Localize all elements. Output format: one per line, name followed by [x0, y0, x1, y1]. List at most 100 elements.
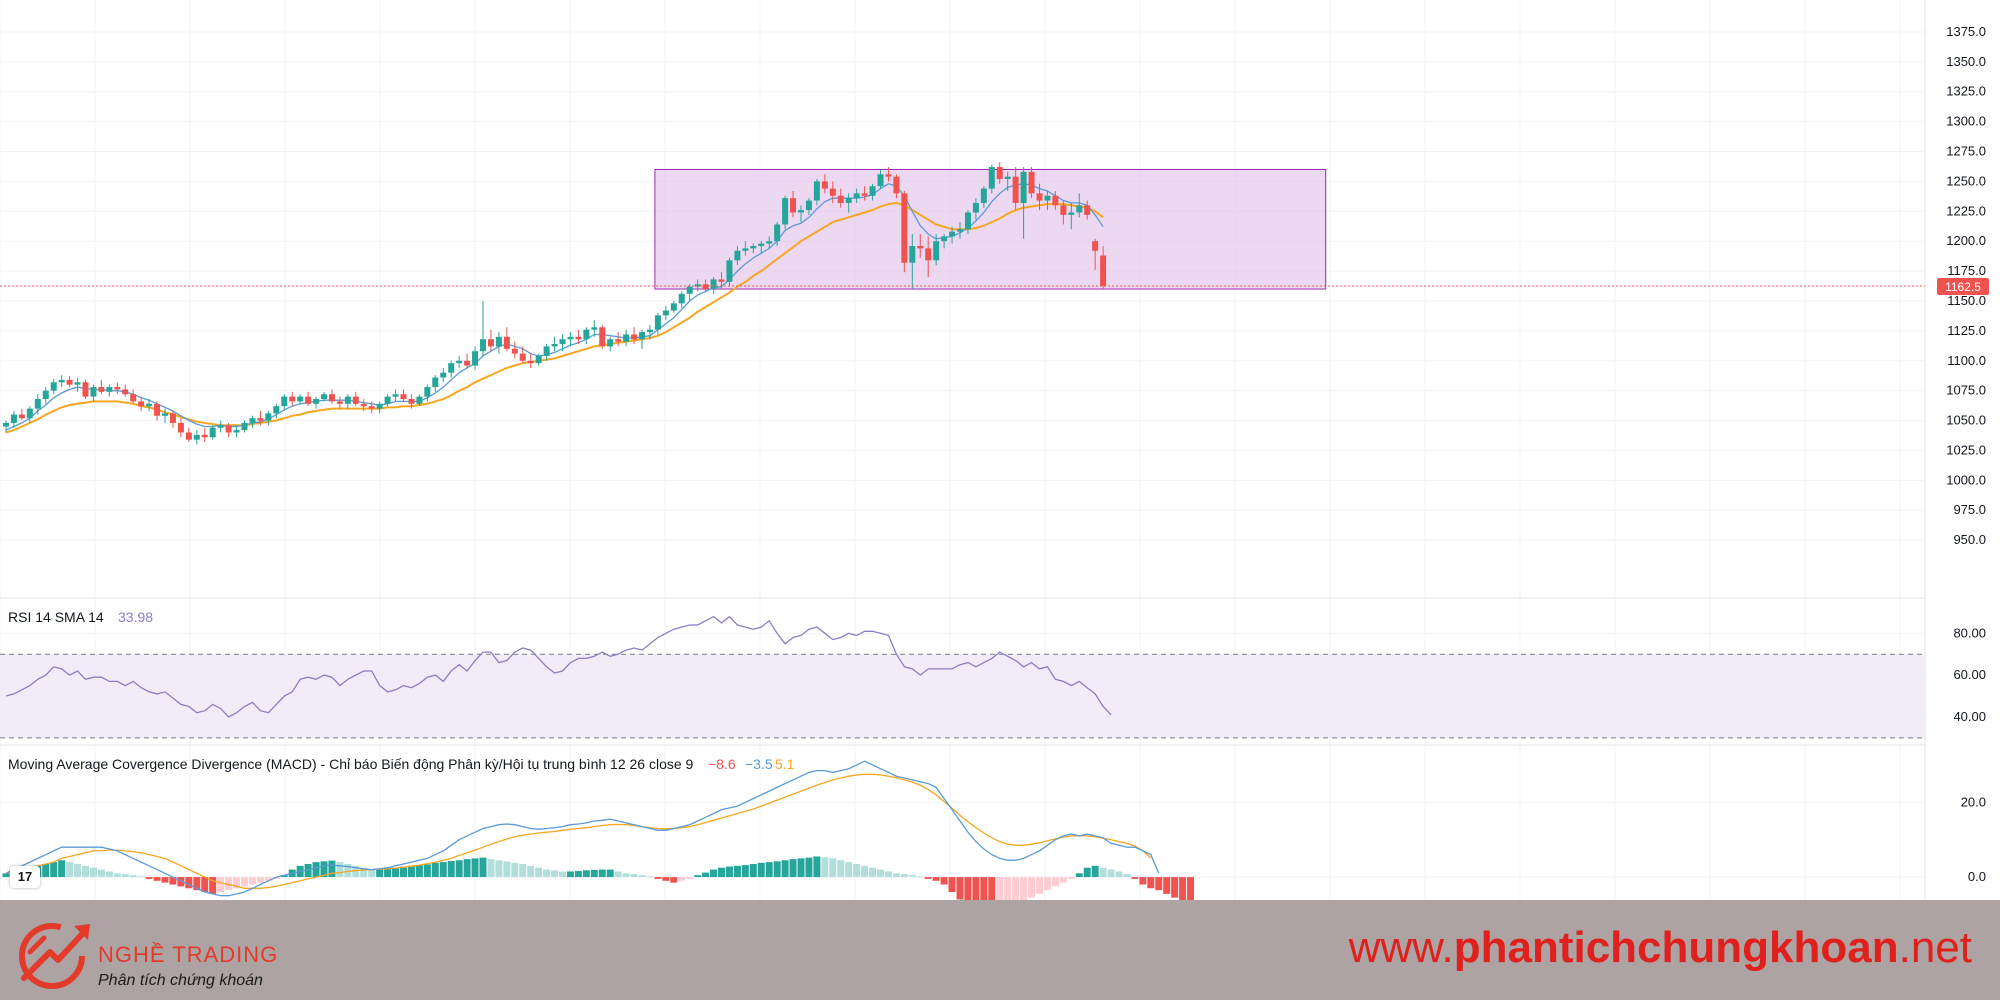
candle-body [448, 363, 455, 373]
macd-histogram-bar [384, 868, 392, 878]
brand-tagline: Phân tích chứng khoán [98, 972, 263, 989]
macd-histogram-bar [82, 865, 89, 878]
macd-histogram-bar [614, 871, 622, 878]
price-pane[interactable] [0, 162, 1925, 445]
candle-body [837, 195, 844, 203]
candle-body [845, 198, 852, 203]
candle-body [742, 248, 749, 251]
macd-histogram-bar [527, 865, 535, 878]
candle-body [607, 339, 614, 347]
candle [543, 344, 550, 361]
candle [1076, 193, 1083, 218]
candle-body [249, 418, 256, 423]
fast-ma-line [5, 183, 1104, 431]
candle [678, 291, 685, 309]
candle [607, 336, 614, 352]
candle-body [233, 430, 240, 433]
candle [90, 384, 97, 402]
price-tick-label: 1000.0 [1946, 472, 1986, 487]
macd-histogram-bar [1115, 871, 1123, 878]
candle [169, 410, 176, 428]
candle [662, 305, 669, 321]
candle-body [1060, 205, 1067, 215]
macd-histogram-bar [892, 873, 900, 878]
slow-ma-line [5, 201, 1104, 434]
price-tick-label: 1175.0 [1947, 263, 1986, 278]
candle [185, 427, 192, 443]
macd-histogram-bar [964, 877, 972, 900]
candle [845, 193, 852, 213]
candle [503, 327, 510, 352]
macd-histogram-bar [344, 863, 352, 878]
rsi-pane[interactable] [0, 615, 1925, 739]
candle [1044, 190, 1051, 211]
candle [408, 394, 415, 409]
macd-histogram-bar [749, 863, 757, 878]
chart-grid [0, 0, 1926, 900]
candle [464, 353, 471, 368]
macd-histogram-bar [1179, 877, 1187, 900]
price-tick-label: 1100.0 [1947, 353, 1986, 368]
candle-body [615, 339, 622, 342]
candle [957, 222, 963, 239]
candle [440, 367, 447, 383]
macd-histogram-bar [97, 869, 105, 878]
price-range-box [654, 168, 1327, 290]
trading-chart[interactable]: 1375.0 1350.0 1325.0 1300.0 1275.0 1250.0 1225… [0, 0, 2000, 900]
candle-body [639, 332, 645, 340]
candle-body [527, 360, 534, 364]
candle [877, 169, 884, 189]
candle [742, 241, 749, 256]
candle [225, 422, 232, 438]
macd-histogram-bar [217, 877, 225, 892]
macd-pane[interactable] [2, 760, 1195, 900]
candle-body [885, 174, 892, 177]
candle [58, 375, 65, 388]
candle [909, 234, 916, 290]
macd-histogram-bar [1028, 877, 1036, 898]
macd-histogram-bar [916, 876, 924, 878]
candle-body [114, 387, 121, 390]
rsi-tick-label: 40.00 [1953, 709, 1986, 724]
candle-body [726, 260, 733, 282]
website-url[interactable]: www.phantichchungkhoan.net [1349, 923, 1972, 973]
candle-body [225, 425, 232, 433]
candle [527, 353, 534, 368]
macd-histogram-bar [121, 874, 129, 878]
candle-body [758, 243, 765, 246]
candle [623, 329, 630, 347]
macd-histogram-bar [177, 877, 185, 887]
macd-histogram-bar [725, 866, 733, 878]
tradingview-logo[interactable]: 17 [10, 866, 40, 888]
candle-body [941, 236, 948, 242]
macd-histogram-bar [1067, 877, 1075, 879]
candle [1100, 245, 1107, 290]
candle-body [813, 181, 820, 201]
candle [50, 378, 57, 395]
candle [925, 236, 932, 278]
candle-body [774, 224, 781, 242]
candle [980, 186, 987, 208]
candle-body [58, 379, 65, 383]
candle [805, 198, 812, 215]
candle-body [591, 327, 598, 330]
candle-body [472, 351, 479, 366]
candle [949, 226, 956, 244]
price-tick-label: 1250.0 [1946, 173, 1986, 188]
macd-histogram-bar [861, 865, 869, 878]
macd-histogram-bar [360, 867, 368, 878]
candle [1028, 167, 1035, 199]
macd-histogram-bar [320, 861, 328, 878]
url-prefix: www. [1348, 923, 1454, 972]
candle [535, 353, 542, 366]
price-axis[interactable]: 1375.0 1350.0 1325.0 1300.0 1275.0 1250.0 1225… [1937, 24, 1989, 884]
candle-body [90, 387, 97, 397]
price-tick-label: 975.0 [1953, 502, 1986, 517]
candle [782, 195, 789, 230]
price-tick-label: 1075.0 [1946, 383, 1986, 398]
candle [416, 394, 423, 407]
rsi-value: 33.98 [118, 609, 153, 625]
candle-body [50, 382, 57, 391]
macd-histogram-bar [1036, 877, 1043, 894]
candle-body [416, 396, 423, 404]
